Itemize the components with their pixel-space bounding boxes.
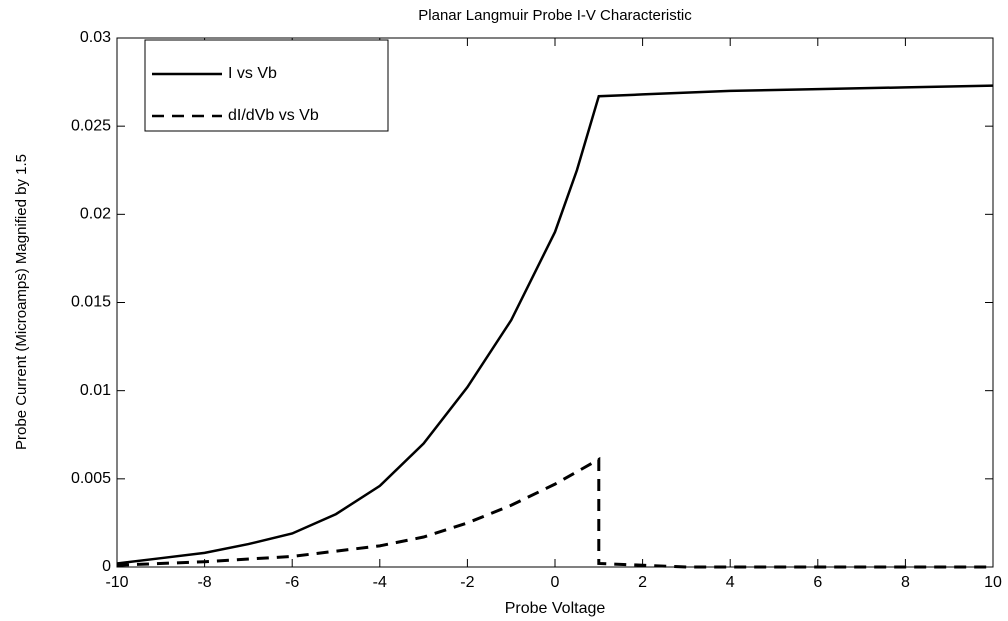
y-tick-label: 0.015 <box>71 294 111 311</box>
chart-title: Planar Langmuir Probe I-V Characteristic <box>418 7 692 24</box>
legend-label: I vs Vb <box>228 65 277 82</box>
y-tick-label: 0.01 <box>80 382 111 399</box>
x-tick-label: 6 <box>813 574 822 591</box>
series-line <box>116 84 994 565</box>
x-tick-label: -4 <box>373 574 387 591</box>
x-tick-label: -2 <box>460 574 474 591</box>
legend-box <box>144 39 389 132</box>
y-tick-label: 0.025 <box>71 117 111 134</box>
y-axis-label: Probe Current (Microamps) Magnified by 1… <box>13 154 30 450</box>
legend-label: dI/dVb vs Vb <box>228 107 319 124</box>
y-tick-label: 0.03 <box>80 29 111 46</box>
x-tick-label: 8 <box>901 574 910 591</box>
y-tick-label: 0 <box>102 558 111 575</box>
x-tick-label: -6 <box>285 574 299 591</box>
x-tick-label: 0 <box>551 574 560 591</box>
y-tick-label: 0.005 <box>71 470 111 487</box>
x-tick-label: 10 <box>984 574 1002 591</box>
x-tick-label: -8 <box>197 574 211 591</box>
x-tick-label: 2 <box>638 574 647 591</box>
series-line <box>116 456 993 569</box>
x-tick-label: 4 <box>726 574 735 591</box>
x-tick-label: -10 <box>105 574 128 591</box>
x-axis-label: Probe Voltage <box>505 600 606 617</box>
y-tick-label: 0.02 <box>80 206 111 223</box>
